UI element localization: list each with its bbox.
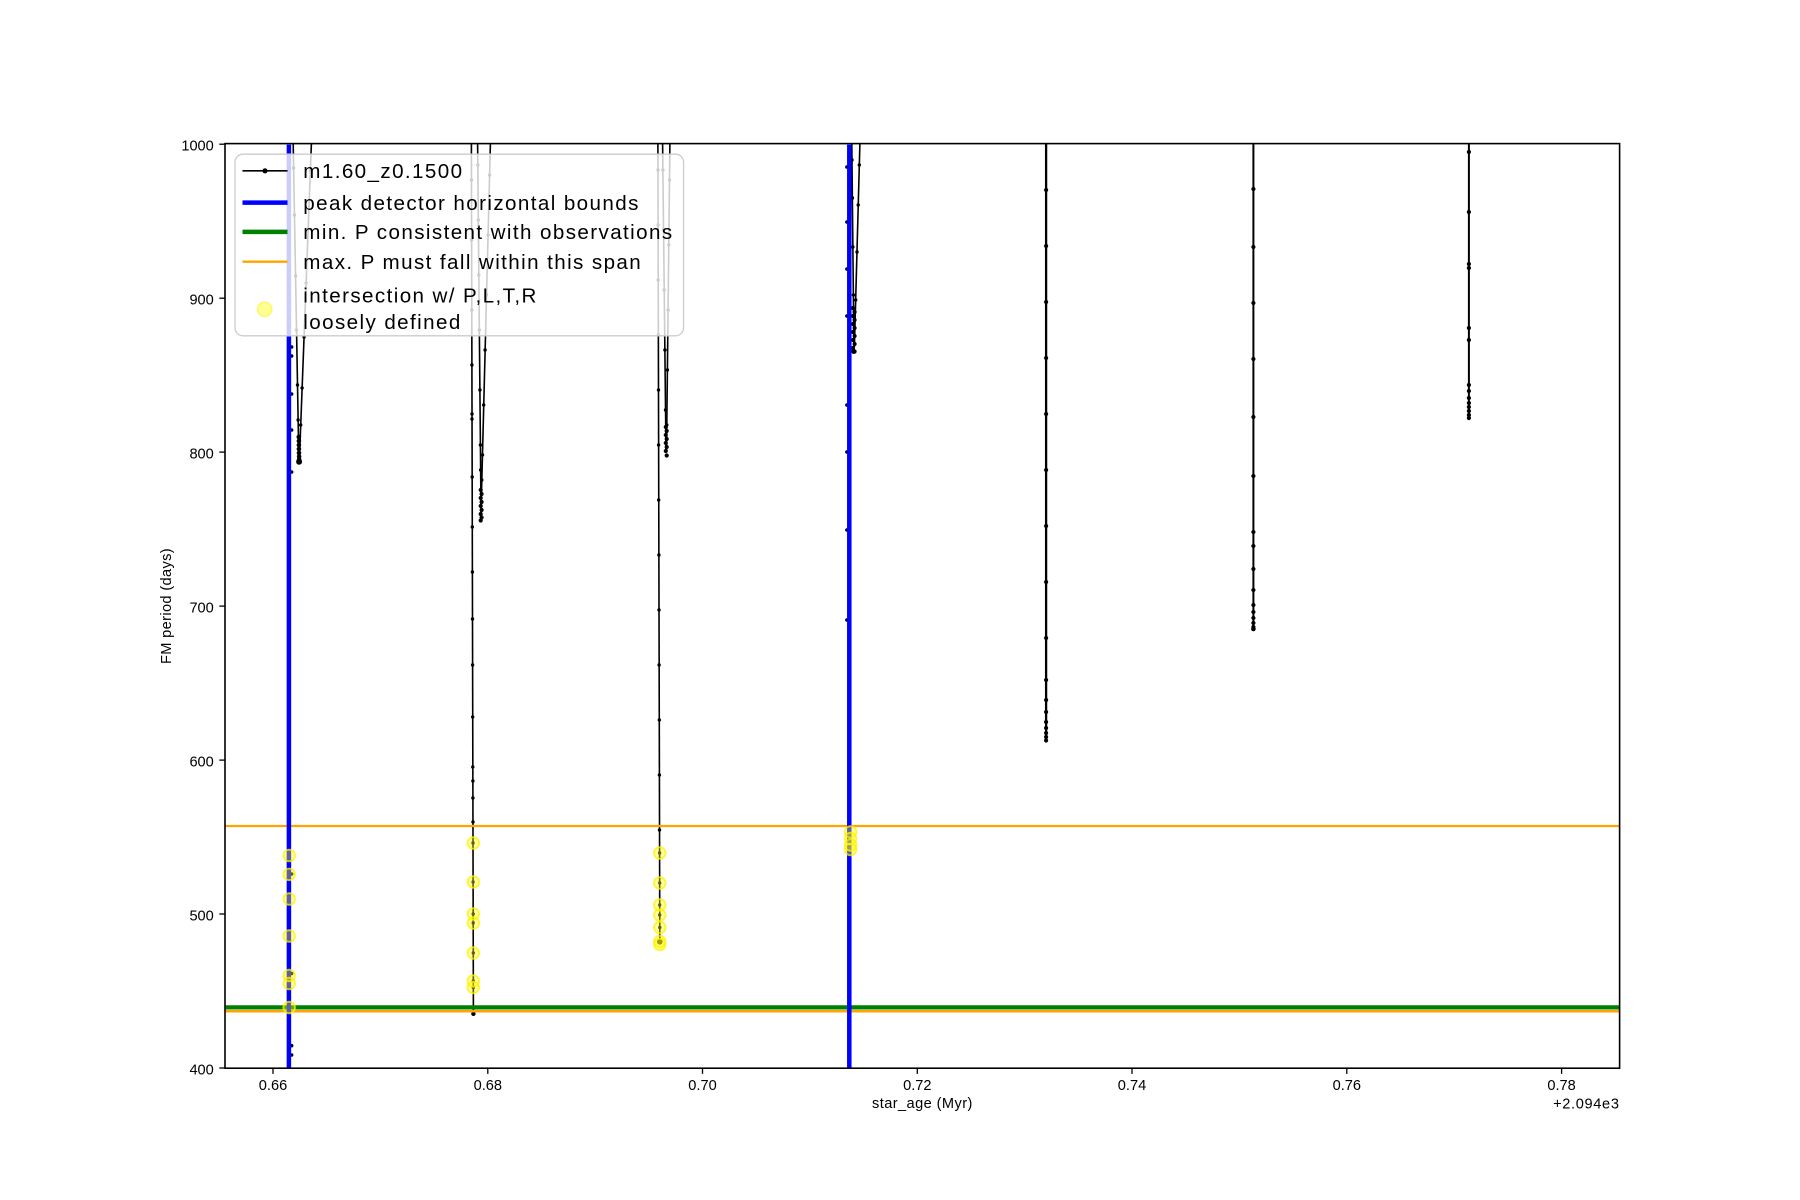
svg-text:min. P consistent with observa: min. P consistent with observations bbox=[303, 221, 673, 244]
svg-text:900: 900 bbox=[189, 293, 213, 309]
svg-text:400: 400 bbox=[189, 1062, 213, 1078]
svg-text:loosely defined: loosely defined bbox=[303, 311, 461, 334]
svg-text:FM period (days): FM period (days) bbox=[159, 548, 175, 664]
svg-text:0.68: 0.68 bbox=[474, 1078, 502, 1094]
svg-text:700: 700 bbox=[189, 601, 213, 617]
svg-text:star_age (Myr): star_age (Myr) bbox=[872, 1096, 973, 1112]
svg-text:0.70: 0.70 bbox=[688, 1078, 716, 1094]
svg-text:0.78: 0.78 bbox=[1547, 1078, 1575, 1094]
svg-text:intersection w/ P,L,T,R: intersection w/ P,L,T,R bbox=[303, 284, 537, 307]
svg-text:m1.60_z0.1500: m1.60_z0.1500 bbox=[303, 160, 463, 183]
svg-text:1000: 1000 bbox=[181, 139, 213, 155]
svg-text:800: 800 bbox=[189, 447, 213, 463]
svg-text:0.66: 0.66 bbox=[259, 1078, 287, 1094]
svg-text:0.72: 0.72 bbox=[903, 1078, 931, 1094]
svg-text:0.74: 0.74 bbox=[1118, 1078, 1146, 1094]
svg-text:max. P must fall within this s: max. P must fall within this span bbox=[303, 251, 642, 274]
svg-text:600: 600 bbox=[189, 755, 213, 771]
svg-text:500: 500 bbox=[189, 908, 213, 924]
svg-text:0.76: 0.76 bbox=[1333, 1078, 1361, 1094]
svg-text:peak detector horizontal bound: peak detector horizontal bounds bbox=[303, 192, 640, 215]
svg-text:+2.094e3: +2.094e3 bbox=[1553, 1097, 1619, 1113]
